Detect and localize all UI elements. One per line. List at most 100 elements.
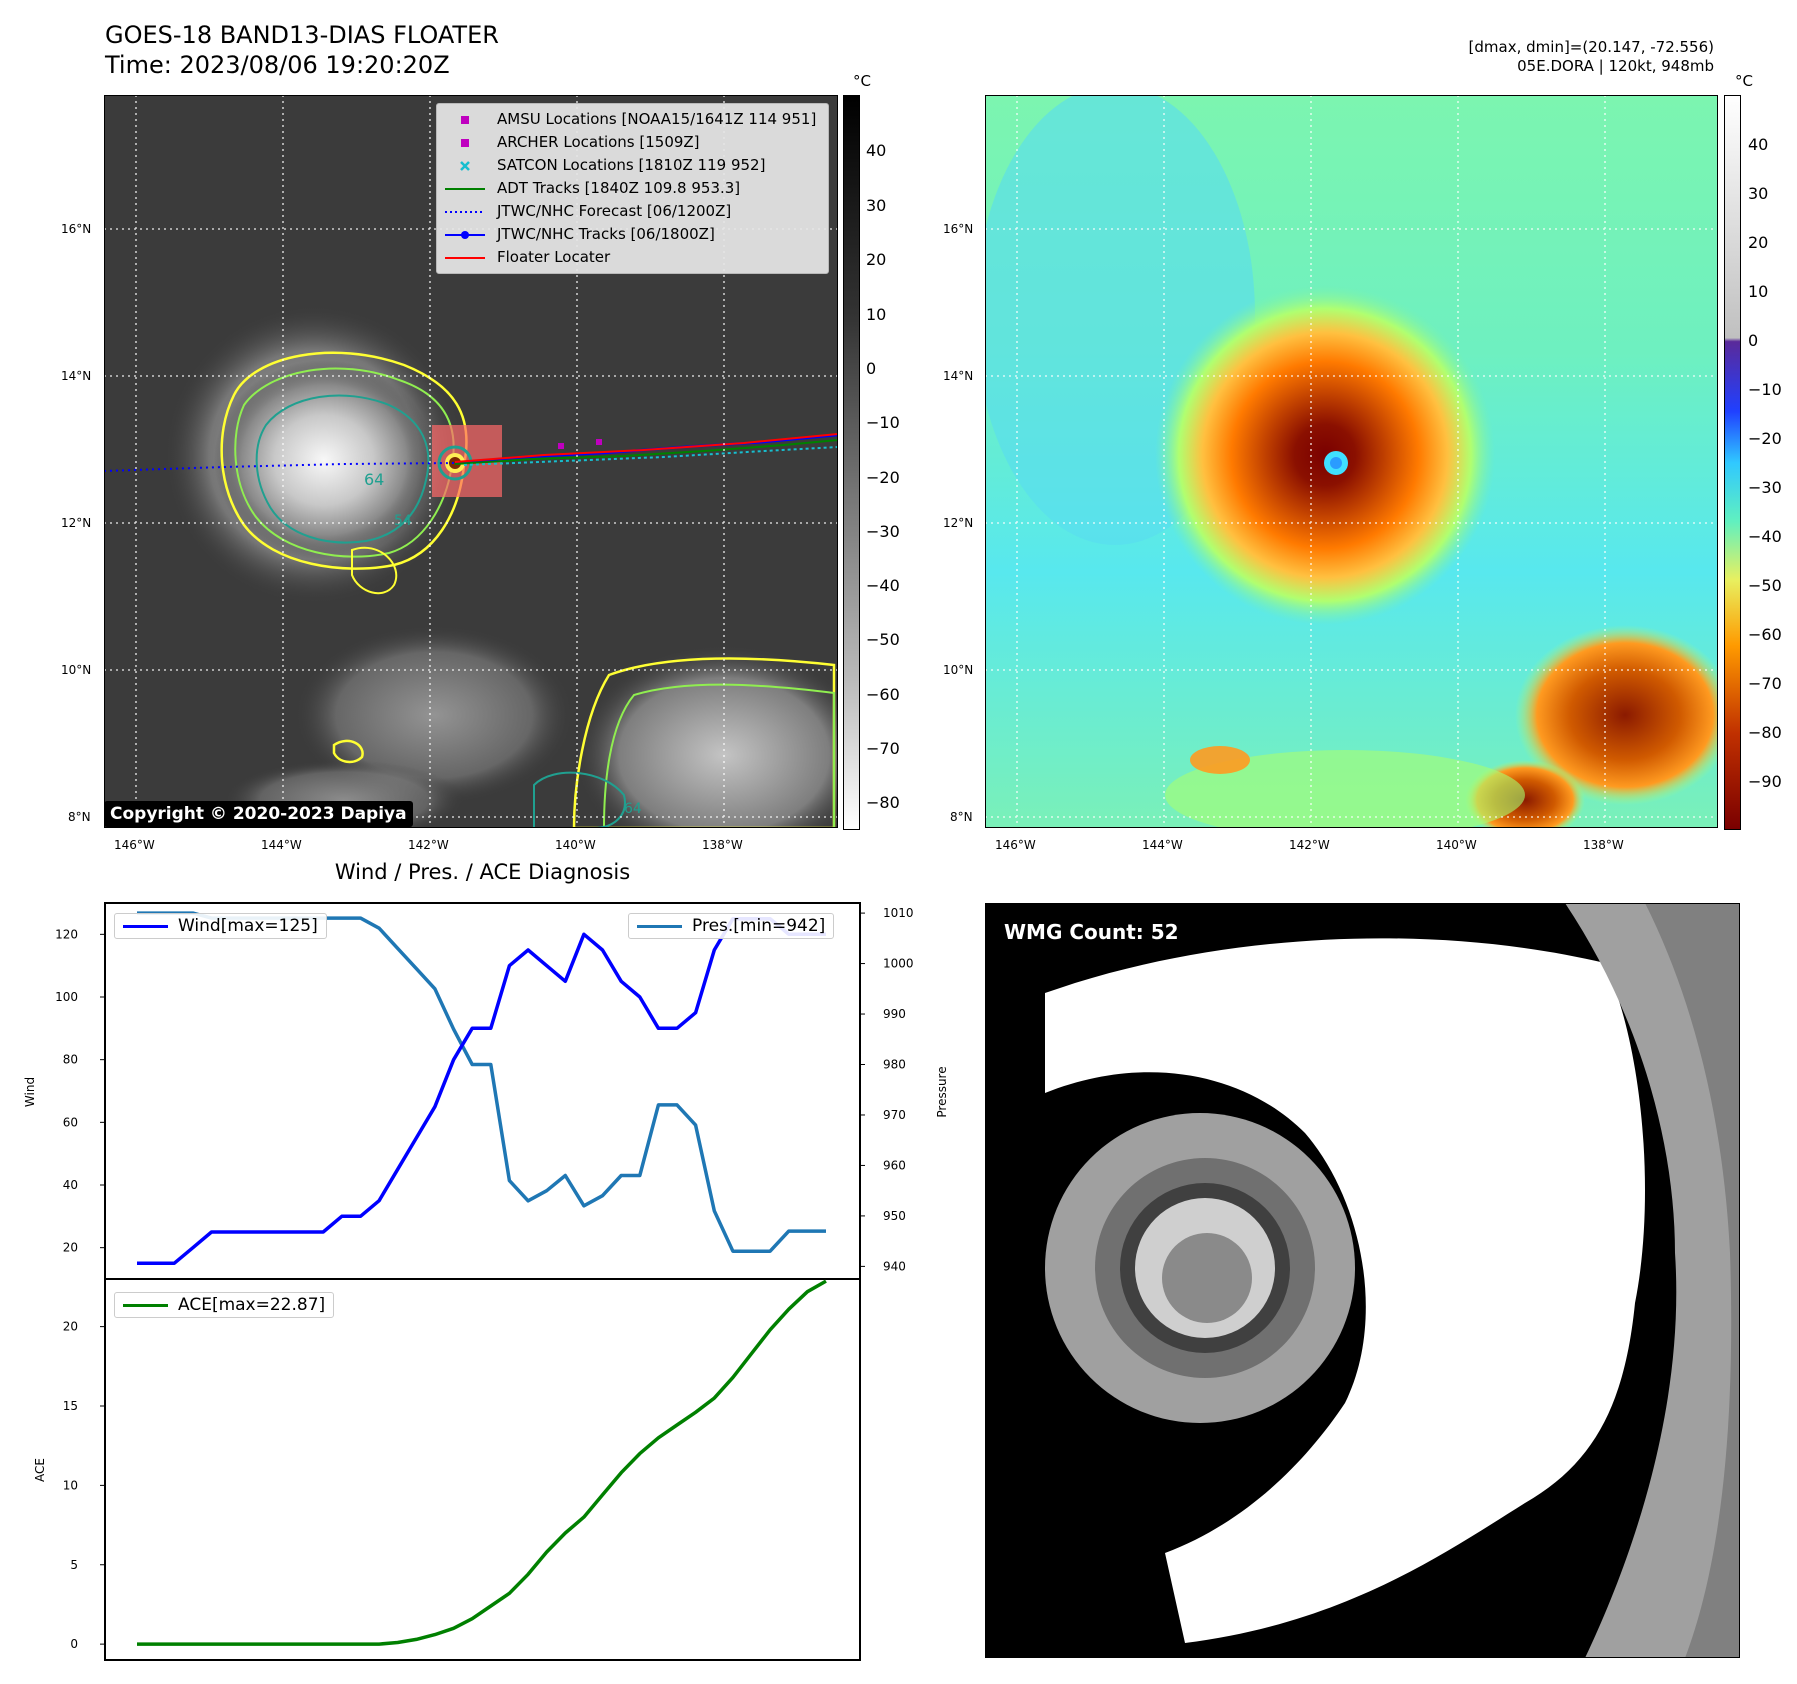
wind-tick-label: 40: [63, 1178, 78, 1192]
wind-ylabel: Wind: [23, 1077, 37, 1107]
contour-label-3: 64: [624, 801, 642, 817]
ace-tick-label: 15: [63, 1399, 78, 1413]
ir-lon-label: 142°W: [408, 838, 449, 852]
ir-satellite-map: 64 54 64: [104, 95, 838, 828]
enhanced-gridlines: [985, 95, 1718, 828]
adt-track: [454, 439, 838, 465]
enhanced-cbar-tick: 10: [1748, 282, 1769, 301]
dmax-dmin-label: [dmax, dmin]=(20.147, -72.556): [1468, 38, 1714, 56]
legend-amsu-label: AMSU Locations [NOAA15/1641Z 114 951]: [497, 110, 817, 128]
title-line-2: Time: 2023/08/06 19:20:20Z: [105, 51, 450, 79]
enhanced-lon-label: 144°W: [1142, 838, 1183, 852]
ir-cbar-tick: −50: [866, 630, 900, 649]
legend-jtwc: JTWC/NHC Tracks [06/1800Z]: [445, 223, 820, 246]
enhanced-colorbar-unit: °C: [1735, 72, 1753, 90]
enhanced-cbar-tick: −30: [1748, 478, 1782, 497]
enhanced-cbar-tick: −60: [1748, 625, 1782, 644]
enhanced-lon-label: 140°W: [1436, 838, 1477, 852]
contour-green-outer: [234, 367, 455, 558]
ir-colorbar-unit: °C: [853, 72, 871, 90]
pressure-tick-label: 980: [883, 1058, 906, 1072]
ir-cbar-tick: −30: [866, 522, 900, 541]
pressure-tick-label: 960: [883, 1158, 906, 1172]
enhanced-storm: [1155, 285, 1495, 625]
ir-cbar-tick: 0: [866, 359, 877, 378]
ir-lat-label: 12°N: [61, 516, 92, 530]
enhanced-cbar-tick: 40: [1748, 135, 1769, 154]
pressure-tick-label: 940: [883, 1259, 906, 1273]
ir-lat-label: 14°N: [61, 369, 92, 383]
enhanced-lon-label: 142°W: [1289, 838, 1330, 852]
ir-lon-label: 146°W: [114, 838, 155, 852]
ir-legend: AMSU Locations [NOAA15/1641Z 114 951] AR…: [436, 103, 829, 274]
legend-satcon: SATCON Locations [1810Z 119 952]: [445, 154, 820, 177]
forecast-track: [104, 462, 456, 472]
ace-ylabel: ACE: [33, 1458, 47, 1482]
contour-small-yellow: [332, 739, 364, 764]
legend-adt: ADT Tracks [1840Z 109.8 953.3]: [445, 177, 820, 200]
enhanced-cbar-tick: −10: [1748, 380, 1782, 399]
ace-legend-line-icon: [123, 1303, 168, 1307]
legend-archer: ARCHER Locations [1509Z]: [445, 131, 820, 154]
contour-se-yellow: [572, 657, 836, 828]
pressure-tick-label: 1010: [883, 906, 914, 920]
ace-axis: 20 15 10 5 0: [63, 1320, 105, 1651]
ir-lon-label: 144°W: [261, 838, 302, 852]
amsu-point: [558, 443, 564, 449]
archer-point: [596, 439, 602, 445]
enhanced-satellite-map: [985, 95, 1718, 828]
archer-marker-icon: [445, 134, 485, 152]
legend-jtwc-label: JTWC/NHC Tracks [06/1800Z]: [497, 225, 715, 243]
contour-yellow-tail: [351, 546, 398, 595]
enhanced-cbar-tick: −70: [1748, 674, 1782, 693]
pressure-legend-line-icon: [637, 924, 682, 928]
legend-adt-label: ADT Tracks [1840Z 109.8 953.3]: [497, 179, 741, 197]
ace-legend: ACE[max=22.87]: [114, 1292, 335, 1318]
ir-lat-label: 16°N: [61, 222, 92, 236]
contour-se-green: [602, 683, 835, 828]
satcon-marker-icon: [445, 157, 485, 175]
enhanced-lat-label: 10°N: [943, 663, 974, 677]
ace-series-line: [137, 1279, 827, 1646]
enhanced-lon-label: 138°W: [1583, 838, 1624, 852]
ir-southeast-cloud: [574, 645, 838, 828]
ir-cbar-tick: −80: [866, 793, 900, 812]
enhanced-cbar-tick: −90: [1748, 772, 1782, 791]
storm-summary: [dmax, dmin]=(20.147, -72.556) 05E.DORA …: [1469, 38, 1714, 76]
enhanced-lat-label: 12°N: [943, 516, 974, 530]
ir-cbar-tick: 20: [866, 250, 887, 269]
forecast-line-icon: [445, 203, 485, 221]
enhanced-cbar-tick: −40: [1748, 527, 1782, 546]
ir-cbar-tick: −20: [866, 468, 900, 487]
floater-line-icon: [445, 249, 485, 267]
enhanced-lat-label: 16°N: [943, 222, 974, 236]
ir-cdo: [214, 360, 434, 560]
wind-tick-label: 80: [63, 1053, 78, 1067]
legend-floater: Floater Locater: [445, 246, 820, 269]
ace-tick-label: 5: [70, 1558, 78, 1572]
storm-info-label: 05E.DORA | 120kt, 948mb: [1517, 57, 1714, 75]
ace-tick-label: 10: [63, 1478, 78, 1492]
enhanced-lat-label: 14°N: [943, 369, 974, 383]
enhanced-eye-core: [1330, 457, 1342, 469]
ir-lon-label: 140°W: [555, 838, 596, 852]
legend-archer-label: ARCHER Locations [1509Z]: [497, 133, 700, 151]
pressure-legend: Pres.[min=942]: [628, 913, 835, 939]
enhanced-cbar-tick: −20: [1748, 429, 1782, 448]
ir-cbar-tick: −70: [866, 739, 900, 758]
legend-forecast-label: JTWC/NHC Forecast [06/1200Z]: [497, 202, 732, 220]
pressure-tick-label: 990: [883, 1007, 906, 1021]
wmg-white-band: [1045, 938, 1645, 1643]
wind-plot-frame: [104, 902, 861, 1280]
enhanced-lat-label: 8°N: [950, 810, 973, 824]
pressure-ylabel: Pressure: [935, 1066, 949, 1117]
enhanced-cbar-tick: 30: [1748, 184, 1769, 203]
enhanced-colorbar: [1724, 95, 1741, 830]
contour-label-2: 54: [394, 513, 412, 529]
chart-title: GOES-18 BAND13-DIAS FLOATER Time: 2023/0…: [105, 20, 499, 80]
ir-cbar-tick: 10: [866, 305, 887, 324]
wmg-dark-gray-band: [1645, 903, 1740, 1658]
enhanced-small-blob: [1190, 746, 1250, 774]
wmg-map: [985, 903, 1740, 1658]
